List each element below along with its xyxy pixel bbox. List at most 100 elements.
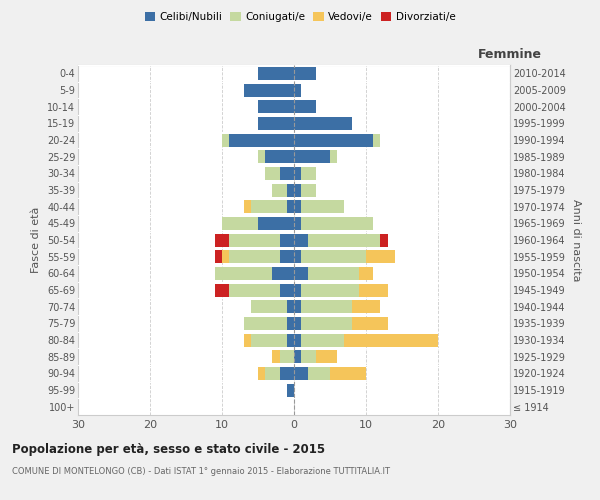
- Bar: [272, 184, 294, 196]
- Bar: [229, 284, 294, 296]
- Bar: [294, 234, 380, 246]
- Bar: [215, 250, 294, 263]
- Bar: [229, 134, 294, 146]
- Bar: [294, 100, 316, 113]
- Bar: [294, 284, 388, 296]
- Bar: [251, 300, 294, 313]
- Bar: [215, 267, 294, 280]
- Bar: [222, 250, 294, 263]
- Bar: [272, 184, 294, 196]
- Bar: [294, 367, 330, 380]
- Bar: [294, 117, 352, 130]
- Bar: [294, 150, 337, 163]
- Bar: [244, 200, 294, 213]
- Bar: [258, 150, 294, 163]
- Bar: [294, 367, 308, 380]
- Bar: [287, 317, 294, 330]
- Bar: [294, 184, 301, 196]
- Bar: [222, 217, 294, 230]
- Bar: [294, 367, 366, 380]
- Bar: [265, 167, 294, 180]
- Bar: [294, 100, 316, 113]
- Bar: [294, 184, 316, 196]
- Bar: [294, 200, 301, 213]
- Bar: [294, 184, 316, 196]
- Bar: [294, 100, 316, 113]
- Bar: [294, 134, 380, 146]
- Bar: [294, 67, 316, 80]
- Bar: [294, 267, 373, 280]
- Bar: [294, 167, 301, 180]
- Bar: [294, 117, 352, 130]
- Bar: [258, 67, 294, 80]
- Bar: [215, 267, 294, 280]
- Bar: [251, 300, 294, 313]
- Bar: [229, 234, 294, 246]
- Bar: [280, 234, 294, 246]
- Bar: [244, 334, 294, 346]
- Bar: [258, 150, 294, 163]
- Bar: [265, 367, 294, 380]
- Bar: [244, 317, 294, 330]
- Bar: [265, 167, 294, 180]
- Bar: [294, 317, 352, 330]
- Bar: [280, 367, 294, 380]
- Bar: [294, 300, 380, 313]
- Bar: [251, 200, 294, 213]
- Bar: [294, 217, 373, 230]
- Bar: [272, 184, 294, 196]
- Bar: [215, 234, 294, 246]
- Bar: [294, 284, 301, 296]
- Bar: [229, 234, 294, 246]
- Bar: [294, 84, 301, 96]
- Bar: [258, 100, 294, 113]
- Bar: [287, 384, 294, 396]
- Bar: [258, 67, 294, 80]
- Bar: [294, 184, 316, 196]
- Bar: [294, 267, 359, 280]
- Bar: [215, 267, 294, 280]
- Bar: [294, 267, 308, 280]
- Bar: [280, 350, 294, 363]
- Bar: [294, 67, 316, 80]
- Y-axis label: Fasce di età: Fasce di età: [31, 207, 41, 273]
- Bar: [244, 334, 294, 346]
- Bar: [222, 134, 294, 146]
- Bar: [294, 350, 337, 363]
- Bar: [287, 334, 294, 346]
- Bar: [258, 117, 294, 130]
- Bar: [287, 200, 294, 213]
- Bar: [258, 100, 294, 113]
- Bar: [258, 217, 294, 230]
- Bar: [294, 134, 373, 146]
- Text: Femmine: Femmine: [478, 48, 542, 62]
- Bar: [294, 217, 301, 230]
- Bar: [229, 250, 294, 263]
- Bar: [244, 84, 294, 96]
- Bar: [244, 200, 294, 213]
- Bar: [294, 167, 316, 180]
- Bar: [294, 300, 380, 313]
- Bar: [258, 67, 294, 80]
- Bar: [280, 284, 294, 296]
- Bar: [294, 300, 352, 313]
- Bar: [215, 284, 294, 296]
- Bar: [294, 150, 337, 163]
- Bar: [272, 350, 294, 363]
- Bar: [294, 217, 373, 230]
- Bar: [294, 134, 380, 146]
- Bar: [294, 117, 352, 130]
- Bar: [294, 200, 344, 213]
- Bar: [294, 200, 344, 213]
- Bar: [294, 150, 330, 163]
- Bar: [294, 234, 308, 246]
- Bar: [294, 334, 438, 346]
- Bar: [294, 217, 373, 230]
- Bar: [287, 300, 294, 313]
- Bar: [244, 317, 294, 330]
- Bar: [294, 250, 395, 263]
- Y-axis label: Anni di nascita: Anni di nascita: [571, 198, 581, 281]
- Bar: [272, 267, 294, 280]
- Bar: [222, 134, 294, 146]
- Bar: [294, 234, 388, 246]
